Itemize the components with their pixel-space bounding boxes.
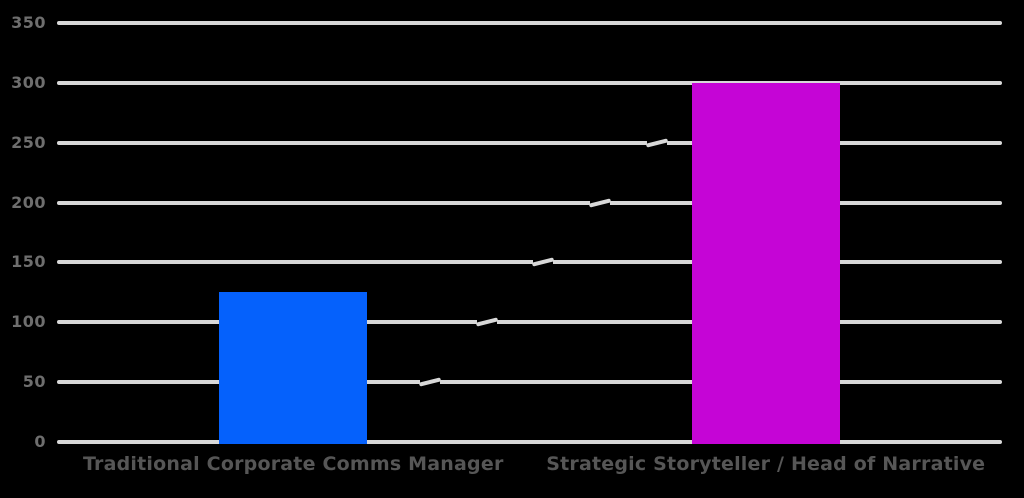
gridline (57, 80, 1002, 85)
gridline (57, 260, 1002, 265)
bar (219, 292, 368, 444)
y-tick-label: 200 (11, 192, 46, 212)
gridline (57, 320, 1002, 325)
gridline (57, 440, 1002, 444)
x-category-label: Traditional Corporate Comms Manager (82, 453, 504, 475)
gridline (57, 140, 1002, 145)
y-tick-label: 350 (11, 13, 46, 32)
y-tick-label: 300 (11, 72, 46, 92)
x-category-label: Strategic Storyteller / Head of Narrativ… (546, 453, 986, 475)
y-tick-label: 100 (11, 312, 46, 332)
y-tick-label: 0 (34, 432, 46, 451)
gridline (57, 200, 1002, 205)
gridline (57, 380, 1002, 385)
y-tick-label: 150 (11, 252, 46, 272)
y-tick-label: 50 (22, 372, 46, 392)
y-tick-label: 250 (11, 132, 46, 152)
bar (691, 82, 840, 444)
gridline (57, 21, 1002, 25)
